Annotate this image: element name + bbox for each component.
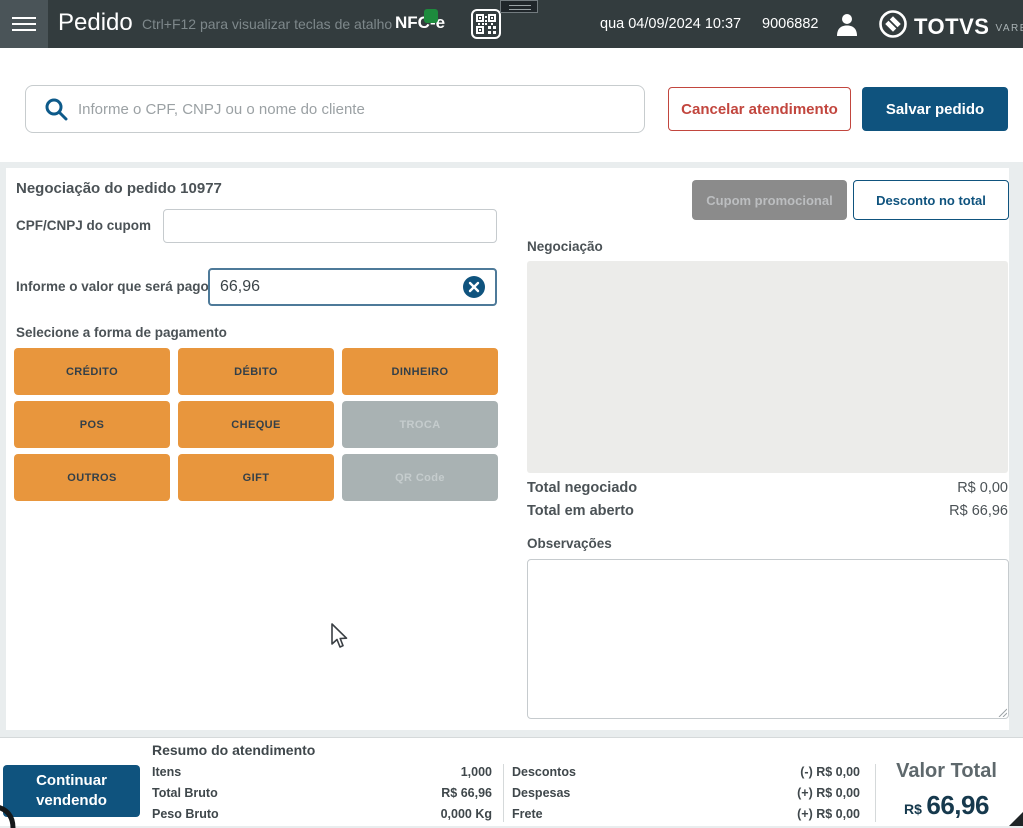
payment-method-label: Selecione a forma de pagamento — [16, 325, 227, 340]
summary-despesas-row: Despesas (+) R$ 0,00 — [512, 786, 860, 800]
brand-name: TOTVS — [914, 13, 990, 39]
valor-total-label: Valor Total — [896, 760, 997, 782]
promo-coupon-button[interactable]: Cupom promocional — [692, 180, 847, 220]
nfce-online-indicator — [424, 9, 438, 23]
summary-total-bruto-row: Total Bruto R$ 66,96 — [152, 786, 492, 800]
total-bruto-value: R$ 66,96 — [441, 786, 492, 800]
negotiation-panel: Negociação do pedido 10977 Cupom promoci… — [6, 168, 1009, 730]
observations-label: Observações — [527, 536, 612, 551]
payment-dinheiro-button[interactable]: DINHEIRO — [342, 348, 498, 395]
amount-input[interactable] — [220, 278, 463, 296]
frete-label: Frete — [512, 807, 543, 821]
negotiation-list-label: Negociação — [527, 239, 603, 254]
summary-title: Resumo do atendimento — [152, 742, 316, 758]
terminal-number: 9006882 — [762, 16, 819, 32]
payment-qrcode-button: QR Code — [342, 454, 498, 501]
brand-logo: TOTVS VAREJO — [878, 9, 1023, 44]
user-icon[interactable] — [836, 12, 858, 41]
payment-method-grid: CRÉDITO DÉBITO DINHEIRO POS CHEQUE TROCA… — [14, 348, 498, 501]
customer-search-input[interactable] — [78, 100, 644, 118]
summary-peso-bruto-row: Peso Bruto 0,000 Kg — [152, 807, 492, 821]
amount-label: Informe o valor que será pago — [16, 279, 209, 294]
cancel-service-button[interactable]: Cancelar atendimento — [668, 87, 851, 131]
shortcut-hint: Ctrl+F12 para visualizar teclas de atalh… — [142, 16, 393, 32]
summary-itens-row: Itens 1,000 — [152, 765, 492, 779]
total-bruto-label: Total Bruto — [152, 786, 218, 800]
payment-outros-button[interactable]: OUTROS — [14, 454, 170, 501]
total-negotiated-label: Total negociado — [527, 480, 638, 496]
negotiation-list-area — [527, 261, 1008, 473]
coupon-cpf-input[interactable] — [163, 209, 497, 243]
screen-corner-triangle — [1009, 812, 1023, 826]
app-header: Pedido Ctrl+F12 para visualizar teclas d… — [0, 0, 1023, 48]
footer-divider-1 — [503, 764, 504, 822]
total-negotiated-value: R$ 0,00 — [957, 480, 1008, 496]
payment-troca-button: TROCA — [342, 401, 498, 448]
collapsed-toolbar-handle[interactable] — [500, 0, 538, 13]
payment-gift-button[interactable]: GIFT — [178, 454, 334, 501]
brand-suffix: VAREJO — [995, 22, 1023, 34]
descontos-value: (-) R$ 0,00 — [800, 765, 860, 779]
total-discount-button[interactable]: Desconto no total — [853, 180, 1009, 220]
valor-total-number: 66,96 — [926, 790, 989, 820]
customer-search-box[interactable] — [25, 85, 645, 133]
clear-amount-icon[interactable] — [463, 276, 485, 298]
total-open-row: Total em aberto R$ 66,96 — [527, 503, 1008, 519]
itens-value: 1,000 — [460, 765, 492, 779]
negotiation-title: Negociação do pedido 10977 — [16, 180, 222, 197]
total-open-label: Total em aberto — [527, 503, 634, 519]
customer-bar: Cancelar atendimento Salvar pedido — [0, 48, 1023, 162]
search-icon — [45, 98, 68, 121]
textarea-resize-grip[interactable] — [997, 707, 1007, 717]
total-open-value: R$ 66,96 — [949, 503, 1008, 519]
total-negotiated-row: Total negociado R$ 0,00 — [527, 480, 1008, 496]
payment-credito-button[interactable]: CRÉDITO — [14, 348, 170, 395]
descontos-label: Descontos — [512, 765, 576, 779]
save-order-button[interactable]: Salvar pedido — [862, 87, 1008, 131]
continue-selling-button[interactable]: Continuar vendendo — [3, 765, 140, 817]
payment-pos-button[interactable]: POS — [14, 401, 170, 448]
footer-summary-bar: Continuar vendendo Resumo do atendimento… — [0, 737, 1023, 826]
peso-bruto-label: Peso Bruto — [152, 807, 219, 821]
valor-total-currency: R$ — [904, 801, 922, 817]
qr-code-icon[interactable] — [471, 9, 501, 39]
footer-divider-2 — [875, 764, 876, 822]
header-datetime: qua 04/09/2024 10:37 — [600, 16, 742, 32]
peso-bruto-value: 0,000 Kg — [440, 807, 492, 821]
payment-cheque-button[interactable]: CHEQUE — [178, 401, 334, 448]
amount-field[interactable] — [208, 268, 497, 306]
menu-icon[interactable] — [0, 0, 48, 48]
payment-debito-button[interactable]: DÉBITO — [178, 348, 334, 395]
page-title: Pedido — [58, 9, 133, 36]
summary-descontos-row: Descontos (-) R$ 0,00 — [512, 765, 860, 779]
despesas-label: Despesas — [512, 786, 571, 800]
observations-textarea[interactable] — [527, 559, 1009, 719]
coupon-cpf-label: CPF/CNPJ do cupom — [16, 218, 152, 233]
summary-frete-row: Frete (+) R$ 0,00 — [512, 807, 860, 821]
valor-total-value: R$ 66,96 — [884, 790, 1009, 821]
frete-value: (+) R$ 0,00 — [797, 807, 860, 821]
totvs-logo-icon — [878, 9, 908, 44]
itens-label: Itens — [152, 765, 182, 779]
despesas-value: (+) R$ 0,00 — [797, 786, 860, 800]
